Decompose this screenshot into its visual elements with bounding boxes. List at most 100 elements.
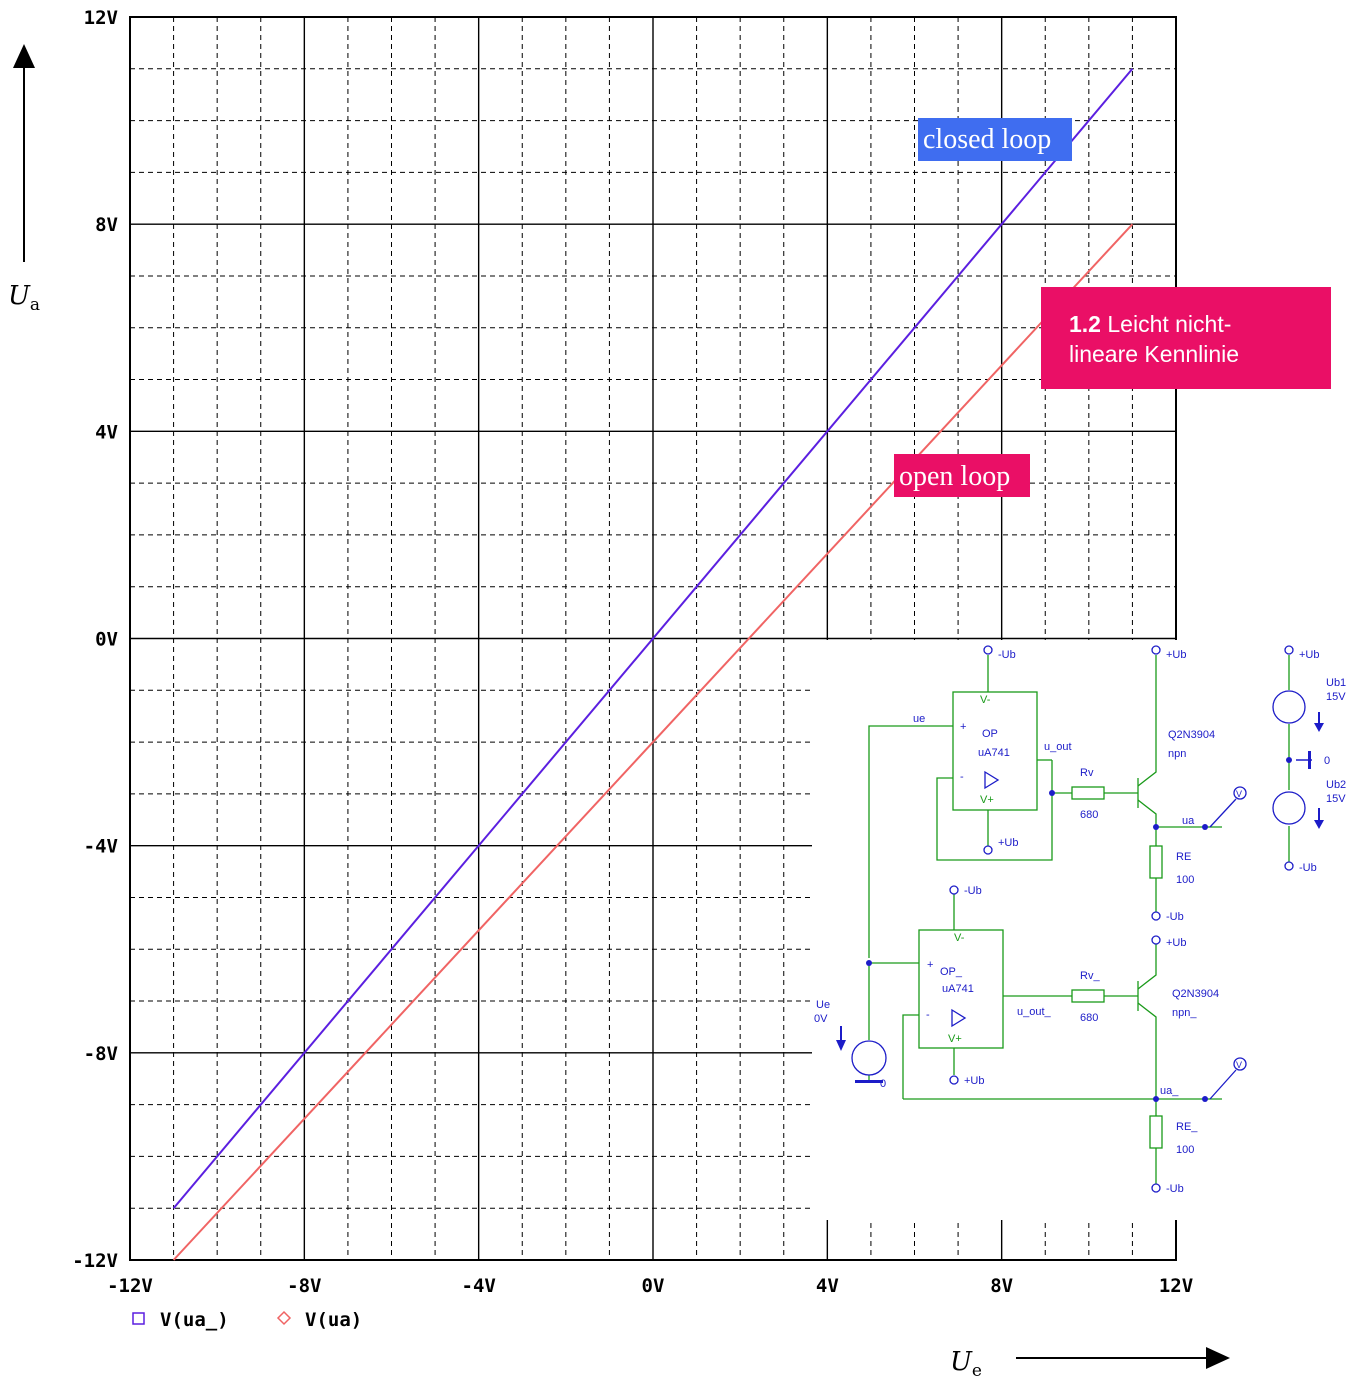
open-loop-tag: open loop (894, 454, 1030, 497)
y-axis-subscript: a (30, 295, 40, 315)
x-tick-label: 12V (1159, 1275, 1193, 1297)
schematic-labels: -Ub +Ub +Ub Ub1 15V 0 Ub2 15V -Ub ue V- … (814, 649, 1346, 1195)
label-neg-ub-2: -Ub (1166, 911, 1184, 923)
label-ua2: ua_ (1160, 1085, 1179, 1097)
label-vplus-1: V+ (980, 794, 994, 806)
label-680-1: 680 (1080, 809, 1098, 821)
y-tick-label: 0V (95, 629, 118, 651)
callout-number: 1.2 (1069, 311, 1101, 337)
label-100-1: 100 (1176, 874, 1194, 886)
data-series (172, 68, 1134, 1261)
label-pos-ub-1: +Ub (1166, 649, 1187, 661)
legend-series-1: V(ua_) (160, 1309, 229, 1331)
label-neg-ub-1: -Ub (998, 649, 1016, 661)
label-neg-ub-src: -Ub (1299, 862, 1317, 874)
y-tick-label: 12V (84, 7, 118, 29)
y-tick-label: -8V (84, 1043, 118, 1065)
x-axis-letter: U (950, 1347, 973, 1376)
label-neg-ub-3: -Ub (964, 885, 982, 897)
x-tick-label: -4V (462, 1275, 496, 1297)
callout-text-2: lineare Kennlinie (1069, 341, 1240, 367)
schematic-panel (812, 640, 1362, 1220)
closed-loop-tag-bg (918, 118, 1072, 161)
label-ue: ue (913, 713, 925, 725)
label-neg-ub-4: -Ub (1166, 1183, 1184, 1195)
closed-loop-tag: closed loop (918, 118, 1072, 161)
y-tick-label: 8V (95, 214, 118, 236)
probe-v-1: V (1236, 789, 1242, 799)
svg-text:Ua: Ua (8, 281, 40, 315)
label-rv2: Rv_ (1080, 970, 1100, 982)
open-loop-label: open loop (899, 461, 1010, 492)
x-tick-label: -12V (107, 1275, 153, 1297)
label-vminus-2: V- (954, 932, 965, 944)
svg-text:Ue: Ue (950, 1347, 982, 1376)
label-ua741-2: uA741 (942, 983, 974, 995)
legend-diamond-marker (276, 1310, 292, 1326)
section-callout: 1.2 Leicht nicht- lineare Kennlinie (1041, 287, 1331, 389)
label-u-out: u_out (1044, 741, 1072, 753)
label-zero-2: 0 (880, 1078, 886, 1090)
label-pos-ub-2: +Ub (998, 837, 1019, 849)
label-680-2: 680 (1080, 1012, 1098, 1024)
y-tick-label: -4V (84, 836, 118, 858)
label-vplus-2: V+ (948, 1033, 962, 1045)
x-tick-label: -8V (287, 1275, 321, 1297)
label-rv: Rv (1080, 767, 1094, 779)
label-re: RE (1176, 851, 1191, 863)
label-ub2: Ub2 (1326, 779, 1346, 791)
legend-series-2: V(ua) (305, 1309, 362, 1331)
schematic-nodes (836, 712, 1324, 1102)
y-arrow-head (13, 44, 35, 68)
label-minus-1: - (960, 771, 964, 783)
series-line-2 (172, 223, 1134, 1261)
label-pos-ub-src: +Ub (1299, 649, 1320, 661)
label-q-1: Q2N3904 (1168, 729, 1215, 741)
label-pos-ub-4: +Ub (1166, 937, 1187, 949)
callout-line-1: 1.2 Leicht nicht- (1069, 309, 1331, 339)
label-15v-1: 15V (1326, 691, 1346, 703)
label-npn2: npn_ (1172, 1007, 1197, 1019)
label-ub1: Ub1 (1326, 677, 1346, 689)
series-line-1 (172, 68, 1134, 1209)
label-plus-2: + (927, 959, 933, 971)
label-op: OP (982, 728, 998, 740)
label-u-out2: u_out_ (1017, 1006, 1052, 1018)
legend: V(ua_) V(ua) (132, 1309, 362, 1331)
x-tick-label: 0V (642, 1275, 665, 1297)
callout-text-1: Leicht nicht- (1107, 311, 1232, 337)
x-tick-label: 4V (816, 1275, 839, 1297)
label-plus-1: + (960, 721, 966, 733)
x-axis-label: Ue (950, 1347, 1230, 1376)
label-ua741-1: uA741 (978, 747, 1010, 759)
legend-square-marker (132, 1312, 145, 1325)
tick-labels: -12V -8V -4V 0V 4V 8V 12V -12V -8V -4V 0V 4V 8V 12V (72, 7, 1193, 1297)
label-op2: OP_ (940, 966, 963, 978)
label-vminus-1: V- (980, 694, 991, 706)
open-loop-tag-bg (894, 454, 1030, 497)
label-15v-2: 15V (1326, 793, 1346, 805)
y-axis-letter: U (8, 281, 31, 311)
schematic-symbols (851, 645, 1312, 1193)
y-tick-label: -12V (72, 1250, 118, 1272)
y-axis-label: Ua (8, 44, 40, 315)
circuit-schematic: -Ub +Ub +Ub Ub1 15V 0 Ub2 15V -Ub ue V- … (812, 640, 1362, 1220)
y-tick-label: 4V (95, 421, 118, 443)
probe-v-2: V (1236, 1060, 1242, 1070)
label-ua: ua (1182, 815, 1195, 827)
label-q-2: Q2N3904 (1172, 988, 1219, 1000)
label-100-2: 100 (1176, 1144, 1194, 1156)
plot-frame (129, 16, 1177, 1261)
x-tick-label: 8V (990, 1275, 1013, 1297)
label-ue-src: Ue (816, 999, 830, 1011)
label-minus-2: - (926, 1009, 930, 1021)
label-re2: RE_ (1176, 1121, 1198, 1133)
label-0v: 0V (814, 1013, 828, 1025)
label-zero-1: 0 (1324, 755, 1330, 767)
x-arrow-head (1206, 1347, 1230, 1369)
closed-loop-label: closed loop (923, 124, 1051, 155)
x-axis-subscript: e (972, 1361, 982, 1376)
label-npn: npn (1168, 748, 1186, 760)
label-pos-ub-3: +Ub (964, 1075, 985, 1087)
